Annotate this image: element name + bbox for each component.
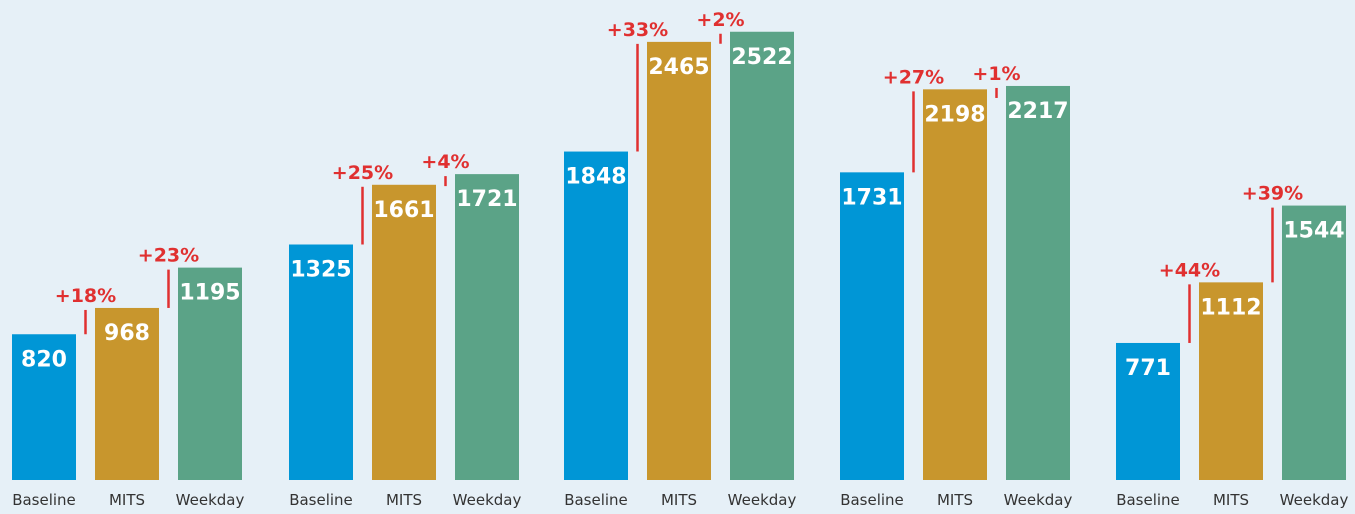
x-tick-label: MITS	[661, 491, 697, 509]
x-tick-label: Baseline	[12, 491, 76, 509]
value-label: 771	[1125, 356, 1171, 381]
x-tick-label: Baseline	[564, 491, 628, 509]
value-label: 2217	[1007, 99, 1068, 124]
change-label: +33%	[607, 19, 668, 41]
value-label: 1325	[290, 258, 351, 283]
value-label: 1112	[1200, 295, 1261, 320]
x-tick-label: MITS	[386, 491, 422, 509]
value-label: 2198	[924, 102, 985, 127]
bar	[1282, 205, 1346, 480]
change-label: +27%	[883, 66, 944, 88]
x-tick-label: Weekday	[176, 491, 245, 509]
bar	[564, 151, 628, 481]
value-label: 1195	[179, 281, 240, 306]
bar	[647, 41, 711, 480]
value-label: 968	[104, 321, 150, 346]
change-label: +23%	[138, 245, 199, 267]
x-tick-label: MITS	[937, 491, 973, 509]
x-tick-label: Weekday	[1280, 491, 1349, 509]
x-tick-label: Weekday	[728, 491, 797, 509]
value-label: 1721	[456, 187, 517, 212]
bar	[1116, 342, 1180, 480]
x-tick-label: Baseline	[289, 491, 353, 509]
bar	[1199, 282, 1263, 480]
bar	[455, 174, 519, 480]
value-label: 1661	[373, 198, 434, 223]
bar	[840, 172, 904, 481]
value-label: 1544	[1283, 219, 1344, 244]
bar	[178, 267, 242, 480]
bar	[95, 307, 159, 480]
x-tick-label: Baseline	[1116, 491, 1180, 509]
value-label: 820	[21, 347, 67, 372]
change-label: +4%	[421, 151, 469, 173]
change-label: +1%	[972, 63, 1020, 85]
bar	[12, 334, 76, 480]
bar	[730, 31, 794, 481]
change-label: +39%	[1242, 183, 1303, 205]
value-label: 1848	[565, 165, 626, 190]
change-label: +44%	[1159, 259, 1220, 281]
x-tick-label: Baseline	[840, 491, 904, 509]
x-tick-label: Weekday	[1004, 491, 1073, 509]
value-label: 1731	[841, 185, 902, 210]
x-tick-label: MITS	[109, 491, 145, 509]
change-label: +18%	[55, 285, 116, 307]
change-label: +25%	[332, 162, 393, 184]
bar	[1006, 85, 1070, 480]
x-tick-label: MITS	[1213, 491, 1249, 509]
bar	[289, 244, 353, 480]
value-label: 2522	[731, 45, 792, 70]
x-tick-label: Weekday	[453, 491, 522, 509]
bar	[923, 89, 987, 480]
change-label: +2%	[696, 9, 744, 31]
bar	[372, 184, 436, 480]
value-label: 2465	[648, 55, 709, 80]
